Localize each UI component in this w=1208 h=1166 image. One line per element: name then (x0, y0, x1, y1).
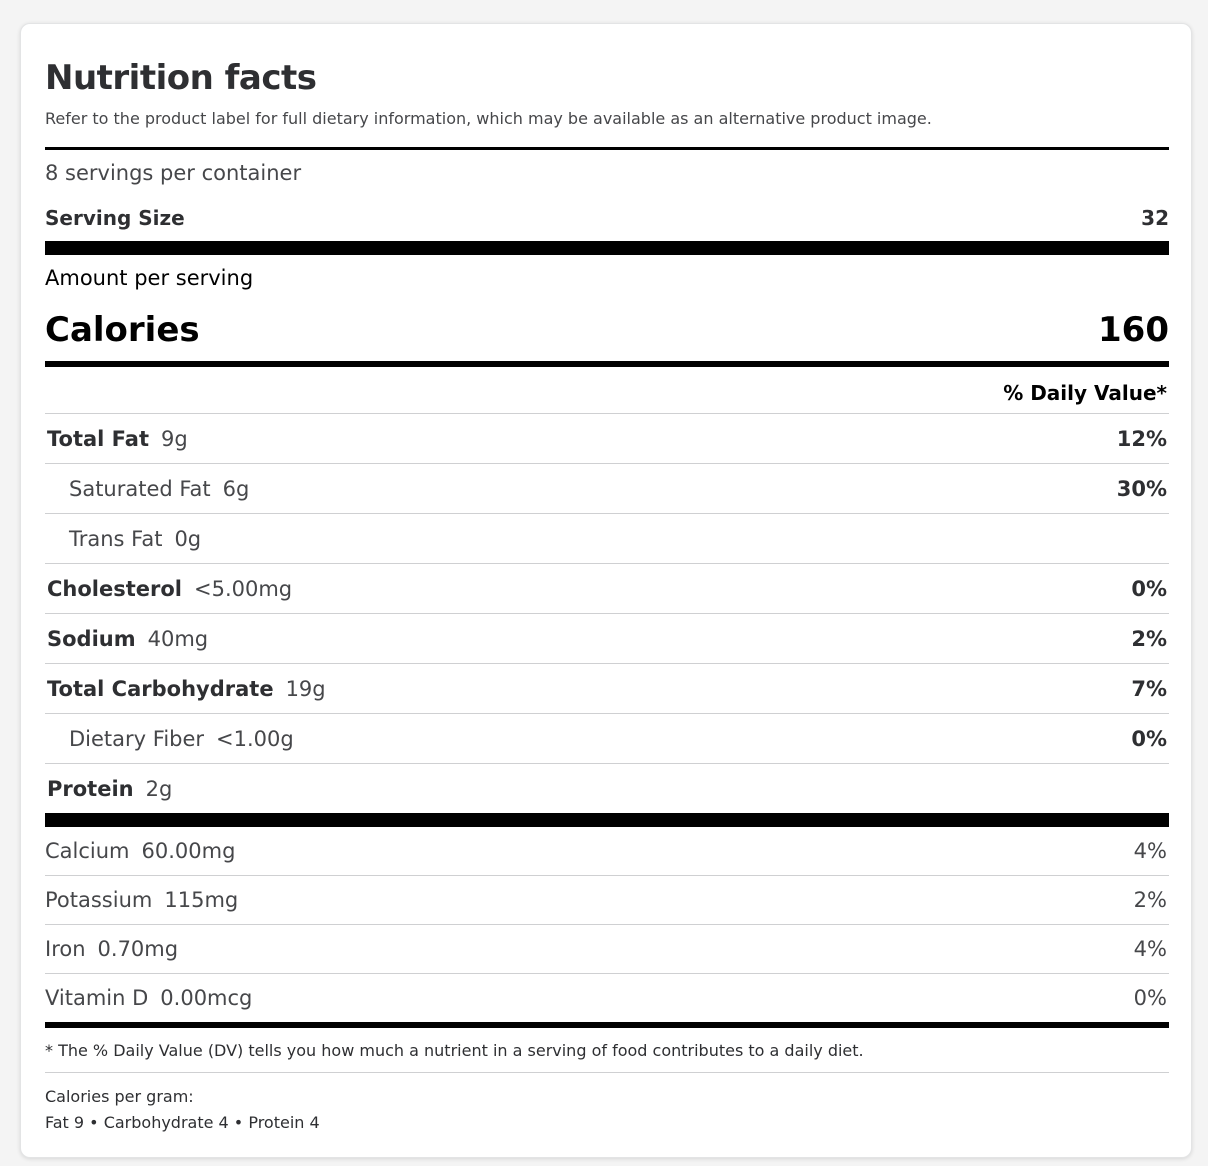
nutrient-dv: 2% (1133, 888, 1167, 912)
nutrient-amount: 60.00mg (141, 839, 236, 863)
serving-size-value: 32 (1141, 206, 1169, 230)
divider (45, 973, 1169, 974)
nutrient-row-cholesterol: Cholesterol <5.00mg 0% (45, 564, 1169, 613)
calories-label: Calories (45, 310, 200, 350)
page-subtitle: Refer to the product label for full diet… (45, 109, 932, 128)
nutrient-row-total-fat: Total Fat 9g 12% (45, 414, 1169, 463)
nutrient-name: Cholesterol (47, 576, 182, 601)
divider (45, 713, 1169, 714)
nutrient-amount: 9g (161, 426, 188, 451)
calories-per-gram-label: Calories per gram: (45, 1087, 194, 1106)
nutrient-label: Protein 2g (47, 777, 172, 801)
nutrient-label: Calcium 60.00mg (45, 839, 235, 863)
nutrient-dv: 0% (1133, 986, 1167, 1010)
divider (45, 613, 1169, 614)
nutrient-name: Sodium (47, 626, 136, 651)
nutrient-name: Dietary Fiber (69, 726, 205, 751)
nutrient-name: Saturated Fat (69, 476, 211, 501)
nutrient-amount: 0.70mg (97, 937, 179, 961)
nutrient-amount: <1.00g (216, 726, 294, 751)
nutrient-name: Protein (47, 776, 134, 801)
divider (45, 1072, 1169, 1073)
calories-row: Calories 160 (45, 306, 1169, 354)
nutrient-dv: 2% (1131, 626, 1167, 651)
vitamin-row-calcium: Calcium 60.00mg 4% (45, 827, 1169, 875)
divider (45, 563, 1169, 564)
amount-per-serving: Amount per serving (45, 266, 254, 290)
nutrient-row-trans-fat: Trans Fat 0g (45, 514, 1169, 563)
nutrient-label: Iron 0.70mg (45, 937, 178, 961)
nutrition-facts-card: Nutrition facts Refer to the product lab… (20, 23, 1192, 1158)
nutrient-label: Trans Fat 0g (47, 527, 201, 551)
nutrient-name: Calcium (45, 839, 130, 863)
nutrient-dv: 12% (1116, 426, 1167, 451)
nutrient-row-total-carbohydrate: Total Carbohydrate 19g 7% (45, 664, 1169, 713)
calories-per-gram-values: Fat 9 • Carbohydrate 4 • Protein 4 (45, 1113, 320, 1132)
nutrient-name: Iron (45, 937, 86, 961)
calories-value: 160 (1098, 310, 1169, 350)
divider (45, 924, 1169, 925)
divider-medium (45, 361, 1169, 367)
nutrient-label: Cholesterol <5.00mg (47, 577, 292, 601)
nutrient-row-sodium: Sodium 40mg 2% (45, 614, 1169, 663)
nutrient-label: Saturated Fat 6g (47, 477, 249, 501)
page-title: Nutrition facts (45, 58, 317, 98)
nutrient-amount: 0.00mcg (160, 986, 253, 1010)
nutrient-dv: 0% (1131, 576, 1167, 601)
serving-size-label: Serving Size (45, 206, 185, 230)
nutrient-label: Sodium 40mg (47, 627, 208, 651)
divider (45, 513, 1169, 514)
nutrient-label: Total Fat 9g (47, 427, 188, 451)
divider-thick (45, 813, 1169, 827)
nutrient-name: Total Carbohydrate (47, 676, 274, 701)
nutrient-row-dietary-fiber: Dietary Fiber <1.00g 0% (45, 714, 1169, 763)
nutrient-name: Vitamin D (45, 986, 149, 1010)
vitamin-row-vitamin-d: Vitamin D 0.00mcg 0% (45, 974, 1169, 1022)
nutrient-dv: 4% (1133, 839, 1167, 863)
nutrient-row-protein: Protein 2g (45, 764, 1169, 813)
nutrient-label: Dietary Fiber <1.00g (47, 727, 294, 751)
nutrient-dv: 7% (1131, 676, 1167, 701)
daily-value-header: % Daily Value* (1003, 381, 1167, 405)
divider (45, 413, 1169, 414)
servings-per-container: 8 servings per container (45, 161, 302, 185)
nutrient-amount: 40mg (147, 626, 209, 651)
nutrient-name: Trans Fat (69, 526, 163, 551)
divider (45, 463, 1169, 464)
nutrient-amount: 0g (174, 526, 202, 551)
nutrient-list: Total Fat 9g 12% Saturated Fat 6g 30% Tran… (45, 413, 1169, 1028)
vitamin-row-iron: Iron 0.70mg 4% (45, 925, 1169, 973)
nutrient-name: Total Fat (47, 426, 150, 451)
nutrient-name: Potassium (45, 888, 153, 912)
nutrient-dv: 4% (1133, 937, 1167, 961)
nutrient-amount: <5.00mg (194, 576, 293, 601)
divider (45, 147, 1169, 150)
nutrient-amount: 6g (222, 476, 250, 501)
serving-size-row: Serving Size 32 (45, 202, 1169, 234)
nutrient-amount: 19g (285, 676, 326, 701)
daily-value-footnote: * The % Daily Value (DV) tells you how m… (45, 1041, 864, 1060)
divider (45, 763, 1169, 764)
nutrient-label: Vitamin D 0.00mcg (45, 986, 252, 1010)
nutrient-row-saturated-fat: Saturated Fat 6g 30% (45, 464, 1169, 513)
divider-medium (45, 1022, 1169, 1028)
divider-thick (45, 241, 1169, 255)
divider (45, 663, 1169, 664)
nutrient-amount: 2g (145, 776, 173, 801)
nutrient-dv: 30% (1116, 476, 1167, 501)
nutrient-label: Potassium 115mg (45, 888, 238, 912)
divider (45, 875, 1169, 876)
nutrient-amount: 115mg (164, 888, 239, 912)
nutrient-label: Total Carbohydrate 19g (47, 677, 326, 701)
nutrient-dv: 0% (1131, 726, 1167, 751)
vitamin-row-potassium: Potassium 115mg 2% (45, 876, 1169, 924)
